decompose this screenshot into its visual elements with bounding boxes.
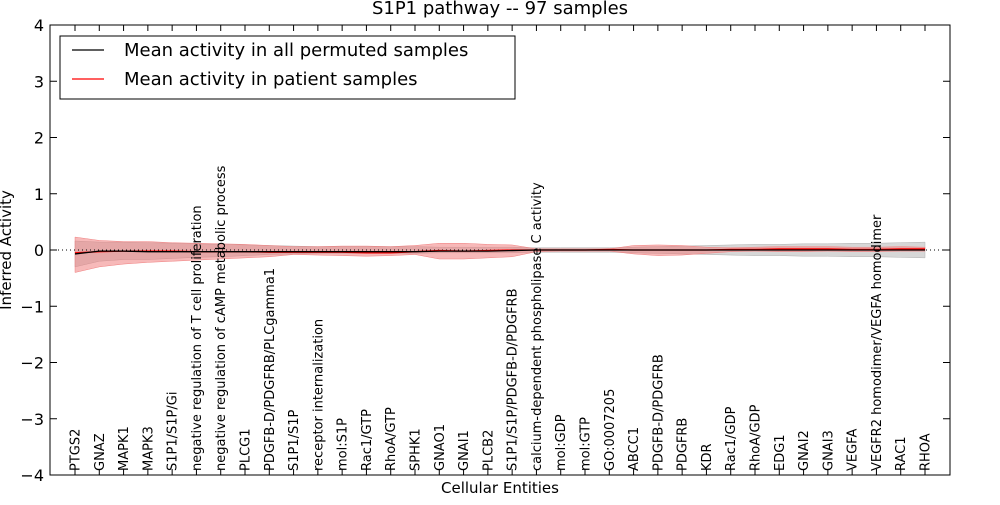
x-tick-label: GNAO1	[433, 424, 448, 471]
chart-title: S1P1 pathway -- 97 samples	[372, 0, 628, 19]
x-tick-label: negative regulation of T cell proliferat…	[190, 205, 205, 471]
y-axis-label: Inferred Activity	[0, 190, 15, 310]
x-tick-label: PLCB2	[481, 430, 496, 471]
x-tick-label: mol:GDP	[554, 414, 569, 471]
x-tick-label: receptor internalization	[311, 319, 326, 471]
x-tick-label: GNAZ	[93, 433, 108, 471]
x-tick-label: KDR	[700, 443, 715, 471]
plot-frame	[49, 24, 951, 476]
y-tick-label: 0	[34, 241, 44, 260]
x-tick-label: calcium-dependent phospholipase C activi…	[530, 182, 545, 471]
legend: Mean activity in all permuted samples Me…	[59, 35, 516, 100]
x-tick-label: S1P1/S1P	[287, 409, 302, 471]
x-tick-label: negative regulation of cAMP metabolic pr…	[214, 165, 229, 471]
legend-label-permuted: Mean activity in all permuted samples	[124, 40, 468, 61]
legend-label-patient: Mean activity in patient samples	[124, 69, 418, 90]
x-tick-label: Rac1/GDP	[724, 406, 739, 471]
x-axis: PTGS2 GNAZ MAPK1 MAPK3 S1P1/S1P/Gi negative r…	[69, 25, 934, 475]
x-tick-label: S1P1/S1P/PDGFB-D/PDGFRB	[506, 288, 521, 471]
x-tick-label: RAC1	[894, 436, 909, 471]
x-tick-label: RhoA/GTP	[384, 407, 399, 471]
x-tick-label: PDGFB-D/PDGFRB	[651, 354, 666, 471]
x-tick-label: VEGFA	[846, 429, 861, 471]
x-tick-label: RhoA/GDP	[749, 404, 764, 471]
x-axis-label: Cellular Entities	[441, 479, 559, 497]
y-tick-label: −2	[20, 354, 44, 373]
x-tick-label: mol:GTP	[579, 417, 594, 471]
series-lines	[74, 248, 925, 255]
y-tick-label: −1	[20, 297, 44, 316]
x-tick-label: GO:0007205	[603, 389, 618, 471]
y-tick-label: 1	[34, 185, 44, 204]
y-tick-label: 4	[34, 16, 44, 35]
x-tick-label: RHOA	[919, 433, 934, 471]
x-tick-label: EDG1	[773, 434, 788, 471]
x-tick-label: mol:S1P	[336, 418, 351, 471]
y-axis: −4 −3 −2 −1 0 1 2 3 4	[20, 16, 950, 485]
x-tick-label: MAPK1	[117, 426, 132, 471]
x-tick-label: SPHK1	[409, 428, 424, 471]
x-tick-label: PTGS2	[69, 429, 84, 471]
x-tick-label: Rac1/GTP	[360, 409, 375, 471]
x-tick-label: S1P1/S1P/Gi	[166, 392, 181, 471]
band-patient	[74, 236, 926, 273]
y-tick-label: 2	[34, 129, 44, 148]
x-tick-label: VEGFR2 homodimer/VEGFA homodimer	[870, 214, 885, 471]
line-permuted	[74, 249, 925, 255]
y-tick-label: −4	[20, 466, 44, 485]
y-tick-label: 3	[34, 72, 44, 91]
legend-box	[59, 35, 516, 100]
x-tick-label: ABCC1	[627, 427, 642, 471]
x-tick-label: PDGFB-D/PDGFRB/PLCgamma1	[263, 268, 278, 471]
confidence-bands	[74, 236, 926, 273]
x-tick-label: GNAI1	[457, 430, 472, 471]
x-tick-label: PDGFRB	[676, 418, 691, 471]
x-tick-label: GNAI3	[821, 430, 836, 471]
x-tick-label: GNAI2	[797, 430, 812, 471]
y-tick-label: −3	[20, 410, 44, 429]
x-tick-label: PLCG1	[239, 428, 254, 471]
x-tick-label: MAPK3	[141, 426, 156, 471]
